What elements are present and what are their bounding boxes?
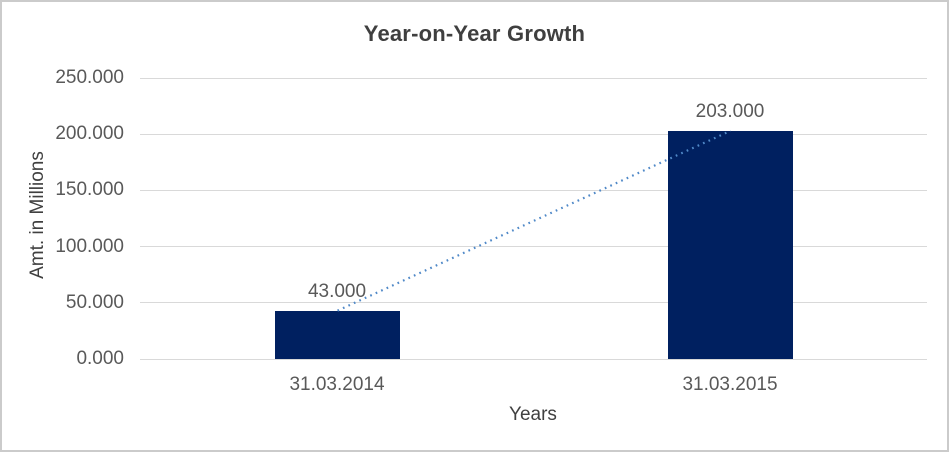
gridline [140, 302, 927, 304]
gridline [140, 358, 927, 360]
gridline [140, 246, 927, 248]
gridline [140, 133, 927, 135]
y-axis-title: Amt. in Millions [27, 151, 48, 279]
y-axis-tick-label: 150.000 [55, 179, 124, 201]
gridline [140, 189, 927, 191]
trendline[interactable] [337, 129, 731, 312]
data-label-2015: 203.000 [695, 100, 765, 122]
data-label-2014: 43.000 [307, 280, 367, 302]
bar-31-03-2014[interactable] [275, 311, 400, 359]
x-tick-label-2015: 31.03.2015 [682, 374, 778, 395]
plot-area: 43.000 203.000 [140, 77, 927, 360]
y-axis-tick-label: 100.000 [55, 235, 124, 257]
y-axis-tick-label: 250.000 [55, 67, 124, 88]
gridline [140, 77, 927, 79]
y-axis-tick-label: 200.000 [55, 123, 124, 145]
y-axis-tick-label: 50.000 [65, 291, 124, 313]
x-axis-title: Years [509, 404, 557, 425]
trendline-layer [337, 129, 731, 312]
chart-title: Year-on-Year Growth [363, 21, 586, 46]
y-axis-tick-label: 0.000 [76, 348, 124, 369]
x-tick-label-2014: 31.03.2014 [289, 374, 385, 395]
bar-31-03-2015[interactable] [668, 131, 793, 359]
